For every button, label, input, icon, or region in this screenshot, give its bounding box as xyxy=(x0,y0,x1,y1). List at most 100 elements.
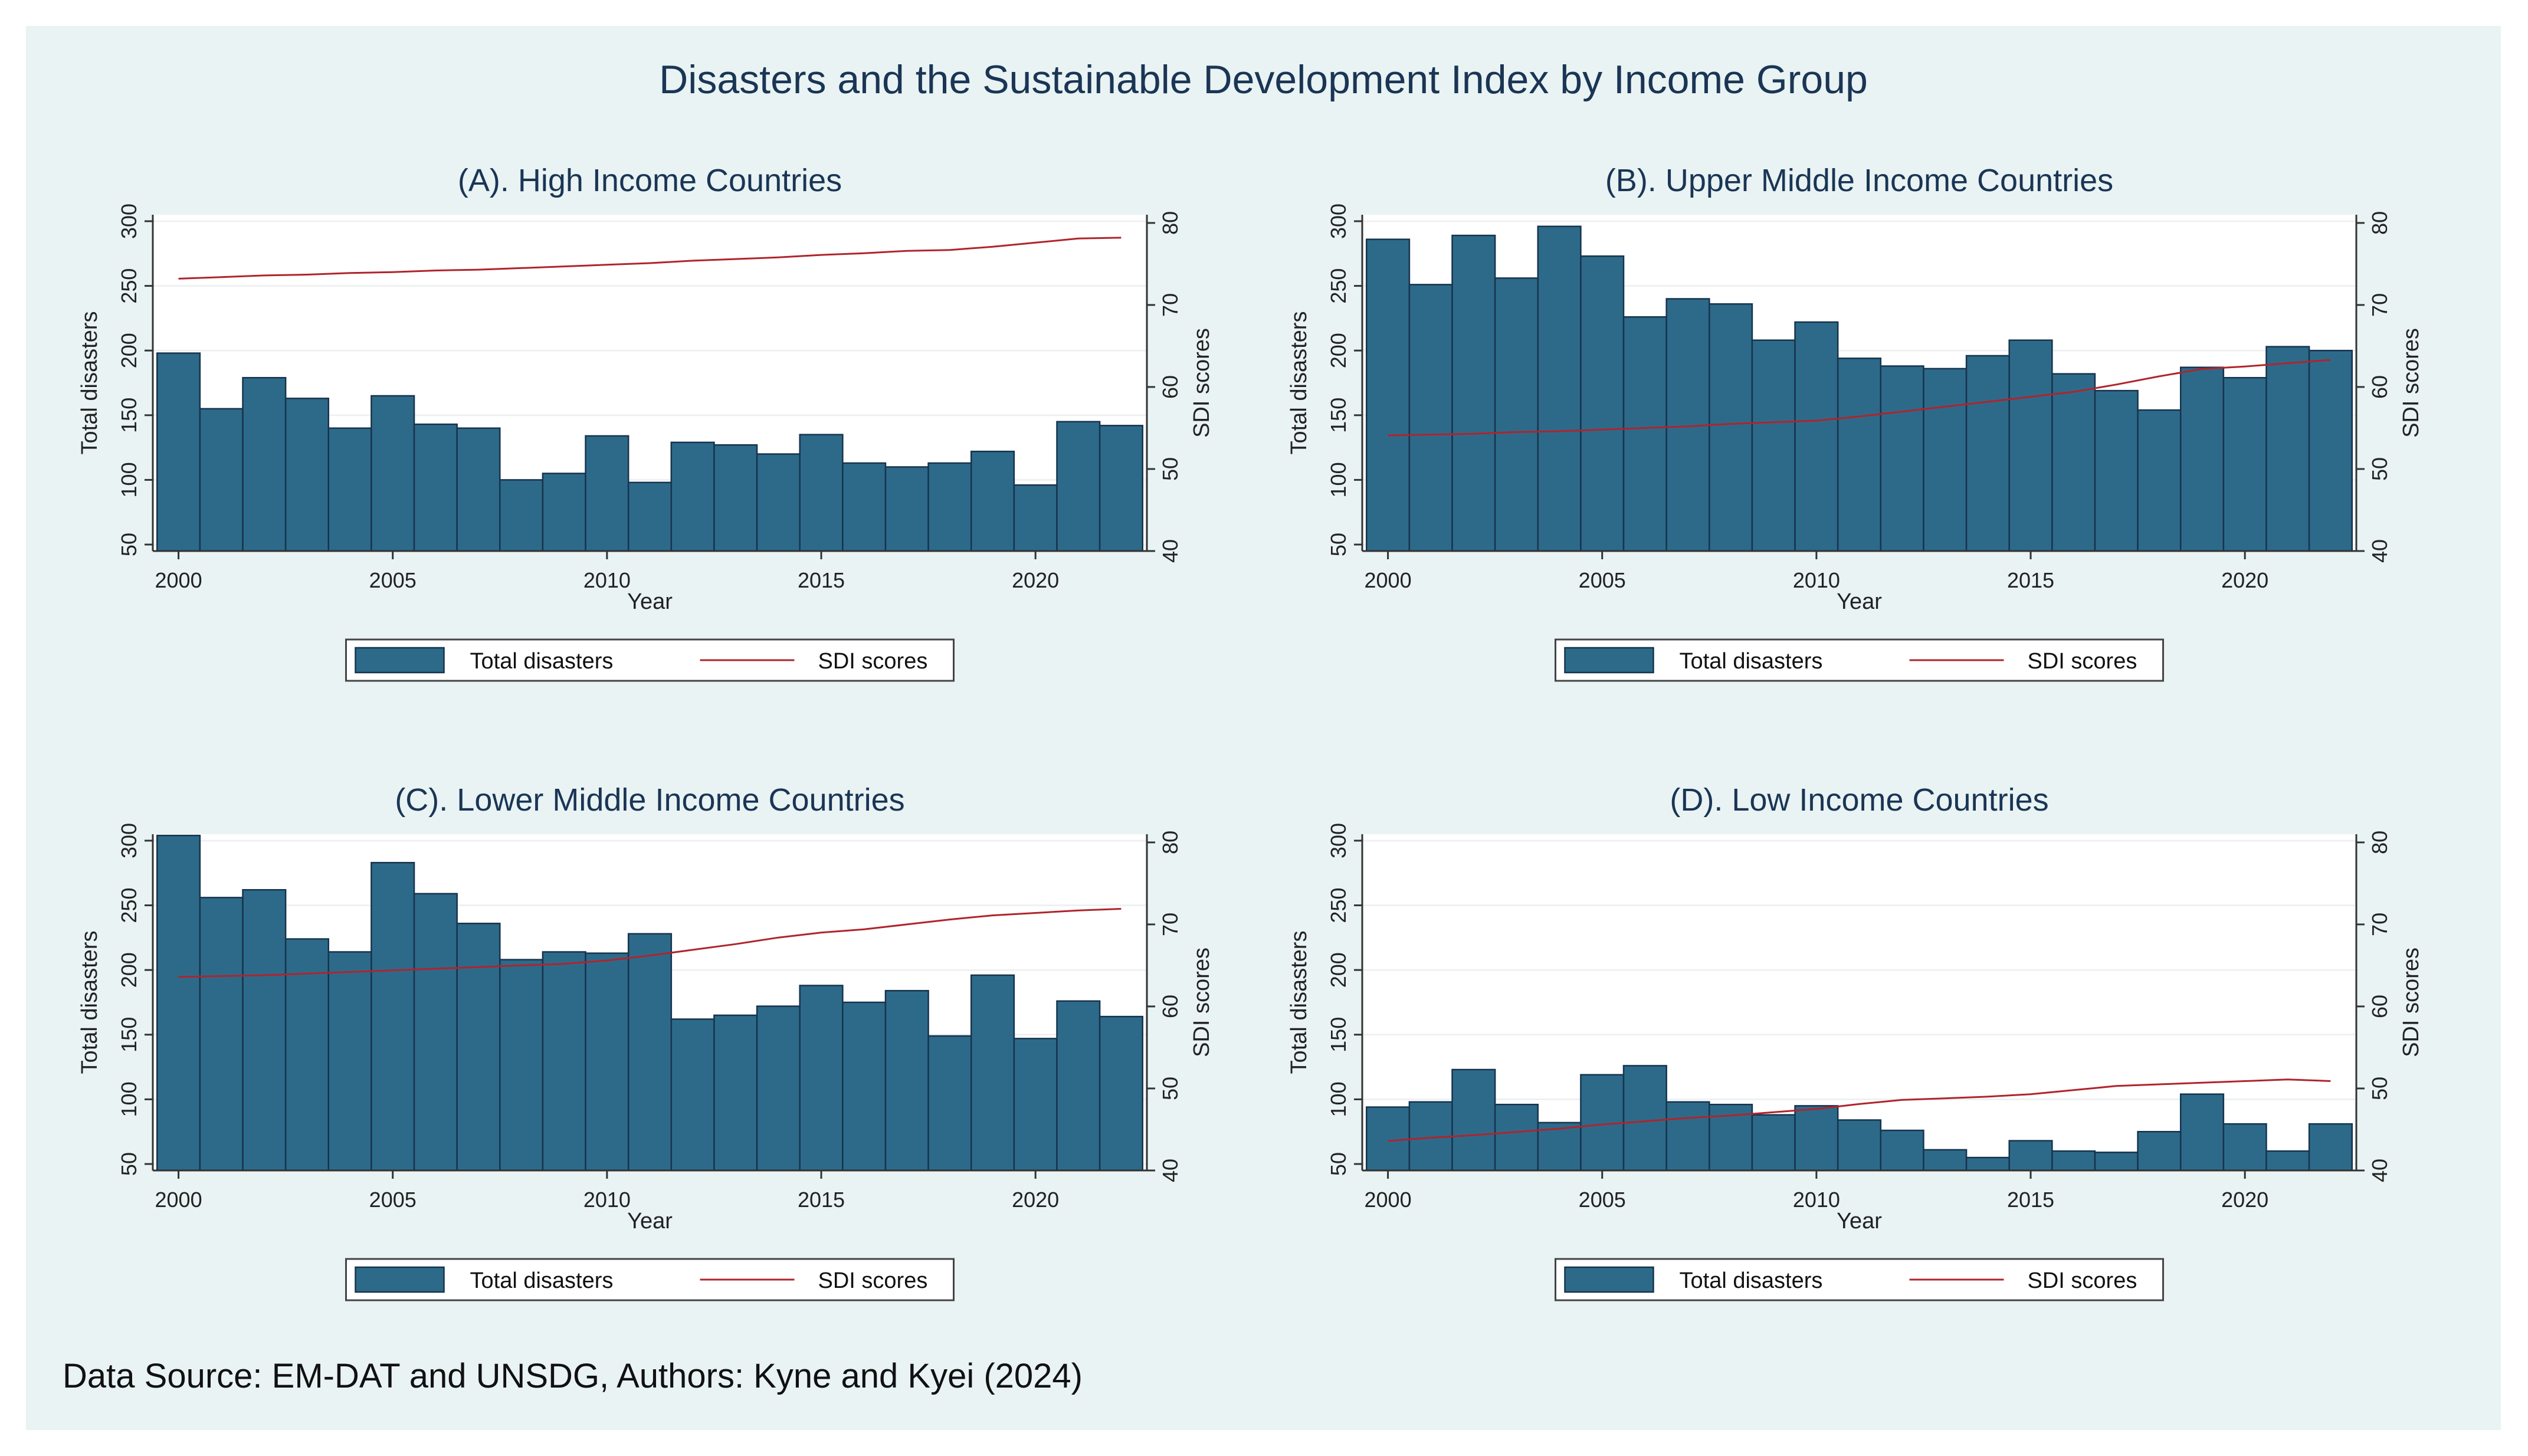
bar-2022 xyxy=(2308,349,2353,552)
bar-2000 xyxy=(156,834,201,1172)
bar-2014 xyxy=(756,453,801,552)
legend: Total disasters SDI scores xyxy=(345,1258,955,1301)
y2-axis-title: SDI scores xyxy=(1189,947,1214,1057)
y-tick-label: 300 xyxy=(117,823,141,858)
figure-background: Disasters and the Sustainable Developmen… xyxy=(26,26,2501,1430)
bar-2015 xyxy=(2008,1140,2053,1172)
legend: Total disasters SDI scores xyxy=(1555,1258,2164,1301)
bar-2020 xyxy=(1013,1038,1058,1172)
bar-2009 xyxy=(542,473,586,552)
bar-2008 xyxy=(499,479,544,552)
bar-2007 xyxy=(456,427,501,552)
x-axis-title: Year xyxy=(627,1209,673,1234)
bar-2013 xyxy=(713,1014,758,1172)
y2-tick-label: 50 xyxy=(1158,1077,1182,1100)
bar-2020 xyxy=(2222,1123,2267,1172)
y-axis-title: Total disasters xyxy=(1287,931,1311,1074)
bar-2001 xyxy=(199,408,244,552)
y-tick-label: 50 xyxy=(117,1152,141,1176)
y-tick-label: 300 xyxy=(1326,204,1350,239)
y-tick-label: 200 xyxy=(117,952,141,988)
bar-2016 xyxy=(2051,1150,2096,1172)
y-tick-label: 100 xyxy=(1326,1081,1350,1117)
x-tick-label: 2000 xyxy=(155,1188,202,1212)
bar-2010 xyxy=(1794,1105,1839,1172)
bar-2012 xyxy=(670,1018,715,1172)
panel-d-low-income-chart: (D). Low Income Countries 50 100 150 200 250 3… xyxy=(1287,782,2424,1301)
bar-2012 xyxy=(1880,1129,1924,1172)
legend-box xyxy=(345,1258,955,1301)
x-tick-label: 2005 xyxy=(1579,1188,1626,1212)
y2-tick-label: 70 xyxy=(1158,913,1182,936)
bar-2015 xyxy=(799,434,844,552)
bar-2003 xyxy=(284,938,330,1172)
x-axis-title: Year xyxy=(1837,1209,1882,1234)
x-tick-label: 2010 xyxy=(583,1188,631,1212)
bar-2004 xyxy=(1537,225,1582,552)
bar-2022 xyxy=(1099,1015,1143,1172)
y-tick-label: 300 xyxy=(117,204,141,239)
main-title: Disasters and the Sustainable Developmen… xyxy=(659,57,1868,102)
x-tick-label: 2015 xyxy=(2007,568,2054,592)
legend-box xyxy=(1555,1258,2164,1301)
bar-2019 xyxy=(2179,1093,2225,1172)
bar-2003 xyxy=(1494,1103,1539,1172)
panel-c-lower-middle-income-chart: (C). Lower Middle Income Countries 50 100 1… xyxy=(77,782,1214,1301)
bar-2014 xyxy=(756,1005,801,1172)
bar-2014 xyxy=(1965,1156,2010,1172)
x-tick-label: 2010 xyxy=(1793,1188,1840,1212)
y2-tick-label: 60 xyxy=(2368,375,2392,399)
y-tick-label: 150 xyxy=(117,398,141,433)
bar-2020 xyxy=(1013,484,1058,552)
bar-2018 xyxy=(927,462,972,552)
y2-tick-label: 40 xyxy=(1158,539,1182,563)
x-axis-title: Year xyxy=(627,589,673,614)
bar-2000 xyxy=(1366,1106,1411,1172)
y-tick-label: 50 xyxy=(1326,533,1350,556)
bar-2008 xyxy=(499,959,544,1172)
legend: Total disasters SDI scores xyxy=(1555,638,2164,682)
panel-title: (A). High Income Countries xyxy=(458,163,842,198)
bar-2021 xyxy=(1056,421,1101,552)
bar-2021 xyxy=(1056,1000,1101,1172)
bar-2000 xyxy=(1366,238,1411,552)
legend-swatch-bars xyxy=(1564,1266,1654,1293)
x-tick-label: 2000 xyxy=(155,568,202,592)
y2-tick-label: 60 xyxy=(2368,995,2392,1018)
bar-2003 xyxy=(1494,277,1539,552)
bar-2016 xyxy=(842,1001,887,1172)
y-tick-label: 250 xyxy=(1326,268,1350,304)
y2-tick-label: 40 xyxy=(2368,539,2392,563)
y2-tick-label: 80 xyxy=(2368,211,2392,235)
y-tick-label: 100 xyxy=(117,462,141,497)
y2-tick-label: 40 xyxy=(1158,1159,1182,1182)
bar-2015 xyxy=(2008,339,2053,552)
legend-label-sdi-scores: SDI scores xyxy=(2028,1268,2137,1293)
y-tick-label: 300 xyxy=(1326,823,1350,858)
y2-tick-label: 80 xyxy=(1158,831,1182,854)
x-tick-label: 2000 xyxy=(1365,568,1412,592)
bar-2013 xyxy=(1923,368,1968,552)
bar-2019 xyxy=(970,974,1015,1172)
panel-a-high-income-chart: (A). High Income Countries 50 100 150 200 250… xyxy=(77,163,1214,682)
panel-b-upper-middle-income-chart: (B). Upper Middle Income Countries 50 100 1… xyxy=(1287,163,2424,682)
y2-axis-title: SDI scores xyxy=(2399,328,2424,438)
y2-tick-label: 70 xyxy=(1158,293,1182,317)
y-tick-label: 150 xyxy=(1326,1017,1350,1052)
bar-2013 xyxy=(1923,1149,1968,1172)
bar-2021 xyxy=(2265,1150,2310,1172)
bar-2018 xyxy=(2137,1130,2182,1172)
legend-label-sdi-scores: SDI scores xyxy=(2028,649,2137,674)
bar-2003 xyxy=(284,398,330,552)
y2-tick-label: 80 xyxy=(2368,831,2392,854)
y-tick-label: 50 xyxy=(117,533,141,556)
legend-swatch-bars xyxy=(1564,647,1654,674)
bar-2021 xyxy=(2265,346,2310,552)
bar-2015 xyxy=(799,985,844,1172)
bar-2022 xyxy=(2308,1123,2353,1172)
bar-2014 xyxy=(1965,355,2010,552)
legend-label-total-disasters: Total disasters xyxy=(1680,1268,1823,1293)
panel-title: (B). Upper Middle Income Countries xyxy=(1605,163,2113,198)
bar-2002 xyxy=(1451,1068,1496,1172)
y-tick-label: 250 xyxy=(117,888,141,923)
